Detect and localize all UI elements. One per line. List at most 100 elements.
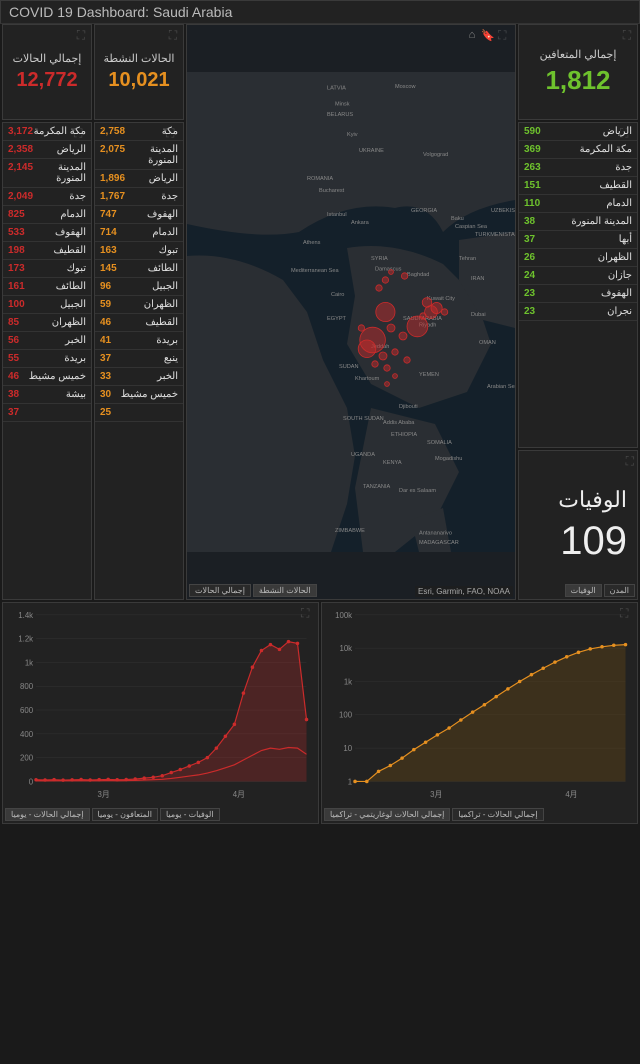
list-item[interactable]: الدمام825 [3,206,91,224]
list-item[interactable]: بريدة55 [3,350,91,368]
tab[interactable]: الوفيات - يوميا [160,808,220,821]
recovered-value: 1,812 [545,65,610,96]
svg-text:UGANDA: UGANDA [351,452,375,458]
list-item[interactable]: الدمام714 [95,224,183,242]
tab[interactable]: الوفيات [565,584,602,597]
list-item[interactable]: 37 [3,404,91,422]
list-item-value: 173 [8,263,25,274]
list-item[interactable]: الظهران26 [519,249,637,267]
svg-text:1k: 1k [344,677,352,686]
expand-icon[interactable]: ⛶ [620,28,634,42]
list-item-label: خميس مشيط [29,371,86,382]
list-item[interactable]: 25 [95,404,183,422]
deaths-value: 109 [529,519,627,564]
list-item-label: جدة [161,191,178,202]
list-item-label: الرياض [57,144,86,155]
svg-text:600: 600 [20,706,34,715]
list-item-value: 25 [100,407,111,418]
list-item[interactable]: القطيف46 [95,314,183,332]
tab[interactable]: إجمالي الحالات - يوميا [5,808,90,821]
list-item[interactable]: تبوك163 [95,242,183,260]
list-item[interactable]: الخبر56 [3,332,91,350]
svg-text:1.4k: 1.4k [18,611,33,620]
list-item[interactable]: القطيف198 [3,242,91,260]
active-list: ⛶ مكة2,758المدينة المنورة2,075الرياض1,89… [94,122,184,600]
list-item[interactable]: بيشة38 [3,386,91,404]
list-item-label: الطائف [56,281,86,292]
tab[interactable]: المتعافون - يوميا [92,808,158,821]
svg-text:ZIMBABWE: ZIMBABWE [335,528,365,534]
list-item[interactable]: الهفوف533 [3,224,91,242]
list-item[interactable]: الرياض2,358 [3,141,91,159]
home-icon[interactable]: ⌂ [469,29,476,42]
list-item-label: القطيف [54,245,86,256]
list-item-label: الظهران [52,317,86,328]
list-item[interactable]: مكة المكرمة369 [519,141,637,159]
list-item-value: 1,896 [100,173,125,184]
page-title: COVID 19 Dashboard: Saudi Arabia [9,4,232,20]
list-item-value: 38 [524,216,535,227]
expand-icon[interactable]: ⛶ [74,126,88,140]
expand-icon[interactable]: ⛶ [166,126,180,140]
list-item-value: 110 [524,198,540,209]
list-item-label: الدمام [60,209,86,220]
list-item[interactable]: المدينة المنورة38 [519,213,637,231]
list-item[interactable]: خميس مشيط46 [3,368,91,386]
cumulative-chart: 1101001k10k100k3月4月 [326,607,633,803]
map[interactable]: MoscowMinskBELARUSKyivUKRAINEVolgogradRO… [187,25,515,599]
tab[interactable]: إجمالي الحالات - تراكميا [452,808,543,821]
list-item-label: بريدة [156,335,178,346]
list-item[interactable]: جدة1,767 [95,188,183,206]
cumulative-chart-panel: ⛶ 1101001k10k100k3月4月 إجمالي الحالات لوغ… [321,602,638,824]
list-item[interactable]: المدينة المنورة2,075 [95,141,183,170]
svg-text:100k: 100k [335,611,352,620]
list-item-value: 38 [8,389,19,400]
list-item-value: 161 [8,281,25,292]
list-item[interactable]: الجبيل100 [3,296,91,314]
expand-icon[interactable]: ⛶ [74,28,88,42]
svg-text:Baghdad: Baghdad [407,272,429,278]
list-item[interactable]: بريدة41 [95,332,183,350]
expand-icon[interactable]: ⛶ [166,28,180,42]
list-item-value: 145 [100,263,117,274]
list-item[interactable]: خميس مشيط30 [95,386,183,404]
daily-chart-tabs: إجمالي الحالات - يومياالمتعافون - يومياا… [5,808,220,821]
bookmark-icon[interactable]: 🔖 [481,29,495,42]
map-panel[interactable]: ⛶ ⌂ 🔖 MoscowMinskBELARUSKyivUKRAINEVolgo… [186,24,516,600]
tab[interactable]: الحالات النشطة [253,584,317,597]
list-item[interactable]: الظهران59 [95,296,183,314]
list-item[interactable]: ينبع37 [95,350,183,368]
list-item[interactable]: الخبر33 [95,368,183,386]
list-item[interactable]: تبوك173 [3,260,91,278]
list-item-label: القطيف [146,317,178,328]
list-item[interactable]: جدة263 [519,159,637,177]
list-item-label: جدة [615,162,632,173]
expand-icon[interactable]: ⛶ [301,606,315,620]
list-item[interactable]: الظهران85 [3,314,91,332]
list-item[interactable]: الدمام110 [519,195,637,213]
expand-icon[interactable]: ⛶ [620,606,634,620]
list-item[interactable]: نجران23 [519,303,637,321]
expand-icon[interactable]: ⛶ [620,454,634,468]
svg-text:Caspian Sea: Caspian Sea [455,224,488,230]
list-item[interactable]: أبها37 [519,231,637,249]
list-item-label: خميس مشيط [121,389,178,400]
expand-icon[interactable]: ⛶ [620,126,634,140]
list-item[interactable]: الهفوف23 [519,285,637,303]
tab[interactable]: المدن [604,584,635,597]
list-item[interactable]: الجبيل96 [95,278,183,296]
list-item[interactable]: جازان24 [519,267,637,285]
list-item[interactable]: الطائف145 [95,260,183,278]
svg-text:ETHIOPIA: ETHIOPIA [391,432,417,438]
list-item[interactable]: الطائف 161 [3,278,91,296]
list-item[interactable]: الهفوف747 [95,206,183,224]
list-item[interactable]: المدينة المنورة2,145 [3,159,91,188]
tab[interactable]: إجمالي الحالات [189,584,251,597]
tab[interactable]: إجمالي الحالات لوغاريتمي - تراكميا [324,808,450,821]
list-item-label: الظهران [144,299,178,310]
list-item[interactable]: الرياض1,896 [95,170,183,188]
deaths-label: الوفيات [529,487,627,513]
expand-icon[interactable]: ⛶ [498,28,512,42]
list-item[interactable]: جدة2,049 [3,188,91,206]
list-item[interactable]: القطيف151 [519,177,637,195]
